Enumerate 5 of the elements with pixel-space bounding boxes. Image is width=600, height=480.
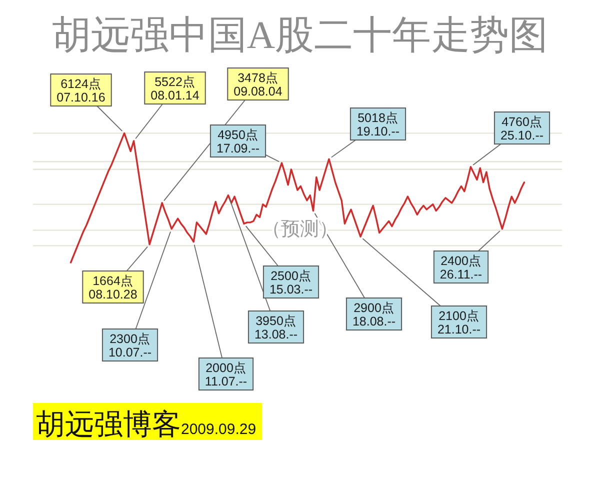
annotation: 4760点 25.10.-- bbox=[500, 114, 544, 142]
annotation: 2400点 26.11.-- bbox=[440, 254, 482, 282]
annotation: 4950点 17.09.-- bbox=[216, 128, 260, 156]
chart-title: 胡远强中国A股二十年走势图 bbox=[52, 14, 548, 57]
annotation: 5018点 19.10.-- bbox=[356, 110, 400, 138]
